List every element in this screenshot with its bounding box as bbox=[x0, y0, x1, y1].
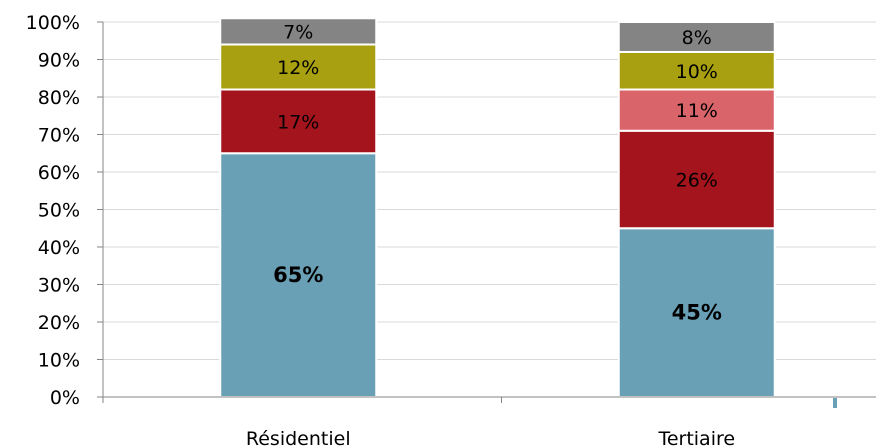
y-tick-label: 80% bbox=[38, 87, 80, 109]
bar-segment bbox=[617, 227, 776, 398]
x-category-label: Résidentiel bbox=[246, 428, 351, 448]
y-tick-label: 20% bbox=[38, 312, 80, 334]
bars bbox=[219, 17, 776, 398]
bar-segment bbox=[617, 21, 776, 53]
data-label: 10% bbox=[676, 61, 718, 83]
bar-segment bbox=[617, 129, 776, 230]
y-tick-label: 30% bbox=[38, 275, 80, 297]
x-category-label: Tertiaire bbox=[657, 428, 735, 448]
data-label: 17% bbox=[277, 111, 319, 133]
data-label: 8% bbox=[682, 27, 712, 49]
x-axis: Résidentiel Tertiaire bbox=[102, 396, 876, 448]
data-label: 45% bbox=[672, 301, 722, 325]
y-tick-label: 40% bbox=[38, 237, 80, 259]
data-label: 26% bbox=[676, 170, 718, 192]
y-tick-label: 10% bbox=[38, 350, 80, 372]
y-tick-label: 100% bbox=[26, 12, 80, 34]
y-axis-ticks: 0% 10% 20% 30% 40% 50% 60% 70% 80% 90% 100% bbox=[26, 12, 104, 409]
bar-segment bbox=[219, 17, 378, 46]
y-tick-label: 60% bbox=[38, 162, 80, 184]
data-label: 65% bbox=[273, 263, 323, 287]
y-tick-label: 90% bbox=[38, 50, 80, 72]
data-label: 11% bbox=[676, 100, 718, 122]
y-tick-label: 0% bbox=[50, 387, 80, 409]
y-tick-label: 70% bbox=[38, 125, 80, 147]
bar-segment bbox=[219, 43, 378, 91]
y-tick-label: 50% bbox=[38, 200, 80, 222]
bar-segment bbox=[617, 88, 776, 132]
data-label: 12% bbox=[277, 57, 319, 79]
overflow-mark bbox=[833, 398, 837, 408]
data-labels: 65% 17% 12% 7% 45% 26% 11% 10% 8% bbox=[273, 21, 722, 324]
data-label: 7% bbox=[283, 21, 313, 43]
